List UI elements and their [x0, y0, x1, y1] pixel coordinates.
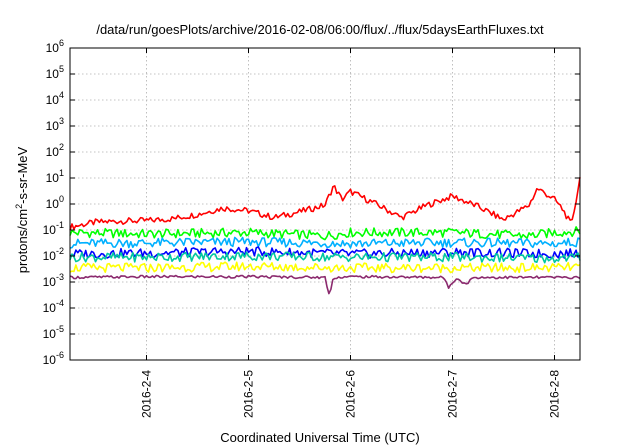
x-tick-label: 2016-2-7: [446, 370, 460, 418]
x-tick-label: 2016-2-6: [344, 370, 358, 418]
y-tick-label: 10-5: [43, 324, 64, 341]
series-line-6: [69, 261, 581, 274]
y-tick-label: 10-6: [43, 350, 64, 367]
y-tick-label: 101: [46, 168, 64, 185]
series-line-7: [69, 274, 581, 295]
y-tick-label: 100: [46, 194, 64, 211]
y-tick-label: 102: [46, 142, 64, 159]
y-tick-label: 10-4: [43, 298, 64, 315]
x-tick-label: 2016-2-4: [140, 370, 154, 418]
chart-title: /data/run/goesPlots/archive/2016-02-08/0…: [96, 22, 544, 37]
series-line-3: [69, 236, 581, 249]
y-tick-label: 104: [46, 90, 64, 107]
series-line-1: [69, 177, 581, 231]
series-line-5: [69, 251, 581, 264]
y-tick-label: 106: [46, 38, 64, 55]
x-axis-label: Coordinated Universal Time (UTC): [220, 430, 420, 445]
y-tick-label: 103: [46, 116, 64, 133]
y-tick-label: 105: [46, 64, 64, 81]
x-tick-label: 2016-2-8: [548, 370, 562, 418]
y-tick-label: 10-2: [43, 246, 64, 263]
y-tick-label: 10-1: [43, 220, 64, 237]
series-line-2: [69, 226, 581, 241]
y-tick-label: 10-3: [43, 272, 64, 289]
x-tick-label: 2016-2-5: [242, 370, 256, 418]
